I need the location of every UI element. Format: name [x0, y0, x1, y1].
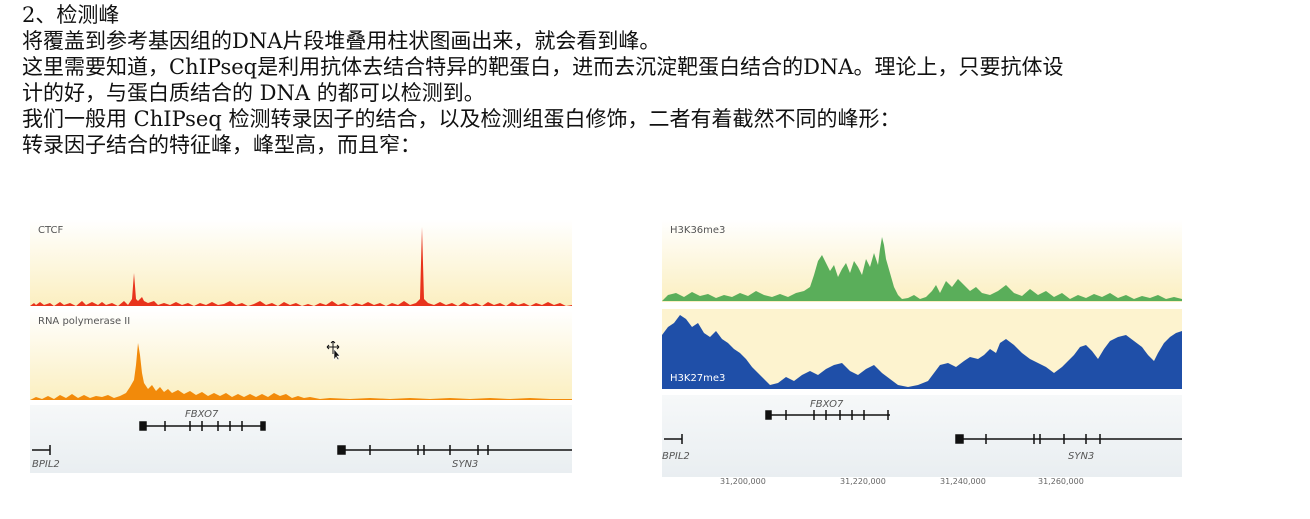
polII-track-bg	[30, 310, 572, 400]
section-heading: 2、检测峰	[22, 3, 120, 27]
h3k27-label: H3K27me3	[670, 373, 725, 384]
axis-tick-4: 31,260,000	[1038, 477, 1084, 486]
paragraph-1: 将覆盖到参考基因组的DNA片段堆叠用柱状图画出来，就会看到峰。	[22, 29, 661, 53]
move-cursor-icon	[326, 341, 340, 361]
tf-peaks-figure: CTCF RNA polymerase II FBXO7	[30, 215, 575, 485]
histone-peaks-figure: H3K36me3 H3K27me3 FBXO7	[658, 215, 1188, 495]
gene-syn3-model	[337, 445, 572, 455]
gene-fbxo7-model	[139, 421, 266, 431]
h3k36-label: H3K36me3	[670, 225, 725, 236]
paragraph-2: 这里需要知道，ChIPseq是利用抗体去结合特异的靶蛋白，进而去沉淀靶蛋白结合的…	[22, 55, 1064, 79]
gene-region-bg-right	[662, 395, 1182, 477]
paragraph-4: 转录因子结合的特征峰，峰型高，而且窄：	[22, 133, 421, 157]
tf-peaks-svg: CTCF RNA polymerase II FBXO7	[30, 220, 572, 473]
axis-tick-1: 31,200,000	[720, 477, 766, 486]
ctcf-label: CTCF	[38, 225, 63, 236]
h3k36-track-bg	[662, 220, 1182, 302]
h3k27-signal	[662, 315, 1182, 389]
gene-fbxo7-label: FBXO7	[185, 409, 219, 420]
gene-bpil2-label: BPIL2	[32, 459, 60, 470]
axis-tick-3: 31,240,000	[940, 477, 986, 486]
gene-syn3-label-right: SYN3	[1068, 451, 1094, 462]
axis-tick-2: 31,220,000	[840, 477, 886, 486]
gene-fbxo7-model-right	[765, 410, 890, 420]
gene-bpil2-model	[32, 445, 51, 455]
gene-syn3-model-right	[955, 434, 1182, 444]
ctcf-track-bg	[30, 220, 572, 306]
gene-bpil2-label-right: BPIL2	[662, 451, 690, 462]
article-text: 2、检测峰 将覆盖到参考基因组的DNA片段堆叠用柱状图画出来，就会看到峰。 这里…	[22, 2, 1292, 158]
histone-peaks-svg: H3K36me3 H3K27me3 FBXO7	[662, 220, 1182, 486]
gene-syn3-label: SYN3	[452, 459, 478, 470]
polII-label: RNA polymerase II	[38, 316, 130, 327]
gene-fbxo7-label-right: FBXO7	[810, 399, 844, 410]
paragraph-3: 我们一般用 ChIPseq 检测转录因子的结合，以及检测组蛋白修饰，二者有着截然…	[22, 107, 901, 131]
gene-region-bg	[30, 405, 572, 473]
polII-signal	[30, 343, 572, 400]
paragraph-2-cont: 计的好，与蛋白质结合的 DNA 的都可以检测到。	[22, 81, 485, 105]
gene-bpil2-model-right	[664, 434, 683, 444]
